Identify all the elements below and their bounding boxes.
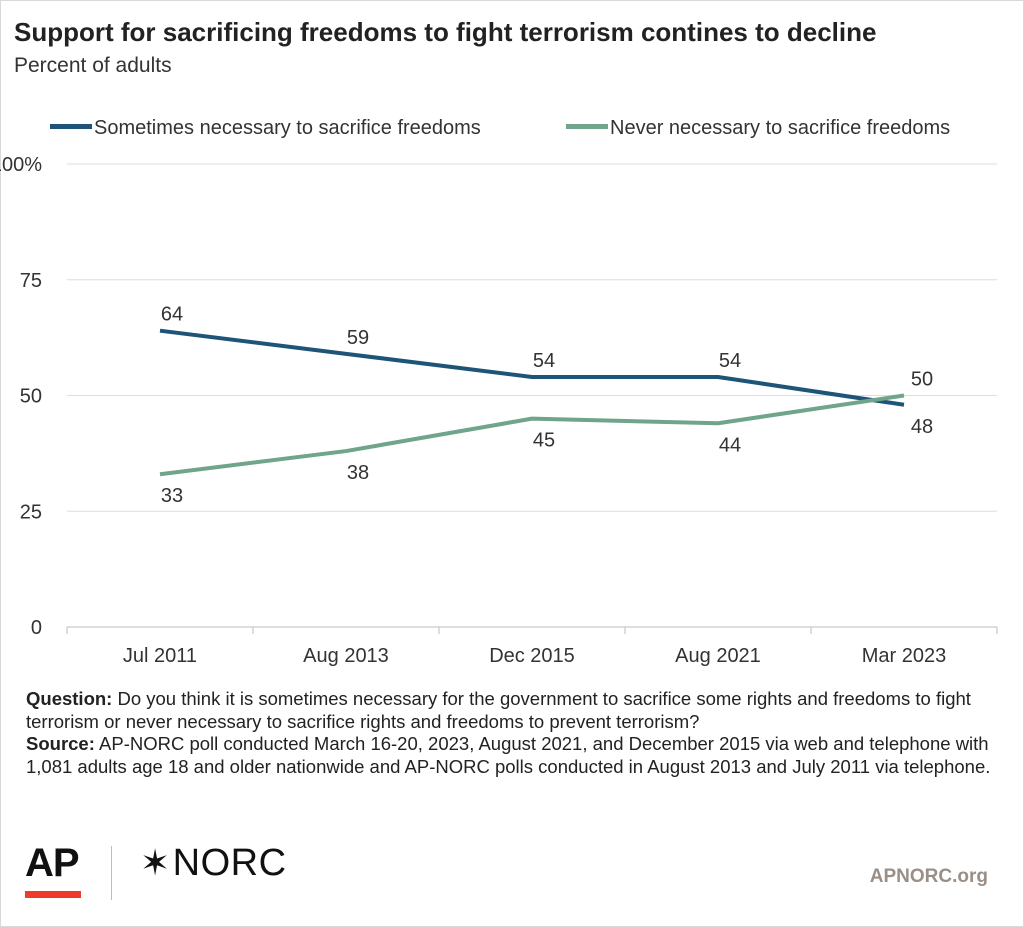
data-label-s1-0: 33 <box>161 485 183 507</box>
x-tick-label-1: Aug 2013 <box>303 645 389 667</box>
chart-title: Support for sacrificing freedoms to figh… <box>14 17 877 47</box>
data-label-s0-0: 64 <box>161 304 183 326</box>
x-tick-label-4: Mar 2023 <box>862 645 947 667</box>
ap-logo: AP <box>25 841 80 885</box>
legend-swatch-never <box>566 124 608 130</box>
data-label-s0-2: 54 <box>533 350 555 372</box>
question-note: Question: Do you think it is sometimes n… <box>26 688 1006 733</box>
data-label-s1-2: 45 <box>533 430 555 452</box>
data-label-s1-3: 44 <box>719 434 741 456</box>
source-label: Source: <box>26 733 95 754</box>
legend-item-sometimes: Sometimes necessary to sacrifice freedom… <box>50 117 481 140</box>
legend-label-never: Never necessary to sacrifice freedoms <box>610 117 951 139</box>
question-label: Question: <box>26 688 113 709</box>
line-chart: 100% 75 50 25 0 Jul 2011 Aug 2013 Dec 2015 Aug 2… <box>0 154 998 667</box>
y-tick-label-0: 0 <box>31 617 42 639</box>
norc-logo: ✶NORC <box>140 842 287 884</box>
chart-subtitle: Percent of adults <box>14 54 172 77</box>
y-tick-label-75: 75 <box>20 270 42 292</box>
data-label-s1-4: 50 <box>911 369 933 391</box>
norc-logo-text: NORC <box>172 842 287 884</box>
data-label-s1-1: 38 <box>347 462 369 484</box>
series-line-1 <box>159 393 905 477</box>
data-label-s0-3: 54 <box>719 350 741 372</box>
legend-label-sometimes: Sometimes necessary to sacrifice freedom… <box>94 117 481 139</box>
legend-swatch-sometimes <box>50 124 92 130</box>
source-text: AP-NORC poll conducted March 16-20, 2023… <box>26 733 991 777</box>
norc-star-icon: ✶ <box>140 842 171 883</box>
x-tick-label-0: Jul 2011 <box>123 645 197 667</box>
y-tick-label-100: 100% <box>0 154 42 176</box>
data-label-s0-1: 59 <box>347 327 369 349</box>
y-tick-label-50: 50 <box>20 386 42 408</box>
source-note: Source: AP-NORC poll conducted March 16-… <box>26 733 1006 778</box>
y-tick-label-25: 25 <box>20 501 42 523</box>
logo-divider <box>111 846 112 900</box>
series-line-0 <box>159 328 905 407</box>
x-tick-label-2: Dec 2015 <box>489 645 575 667</box>
question-text: Do you think it is sometimes necessary f… <box>26 688 971 732</box>
legend-item-never: Never necessary to sacrifice freedoms <box>566 117 950 140</box>
ap-logo-bar <box>25 891 81 898</box>
chart-notes: Question: Do you think it is sometimes n… <box>26 688 1006 778</box>
x-tick-label-3: Aug 2021 <box>675 645 761 667</box>
site-url: APNORC.org <box>869 866 988 887</box>
data-label-s0-4: 48 <box>911 416 933 438</box>
